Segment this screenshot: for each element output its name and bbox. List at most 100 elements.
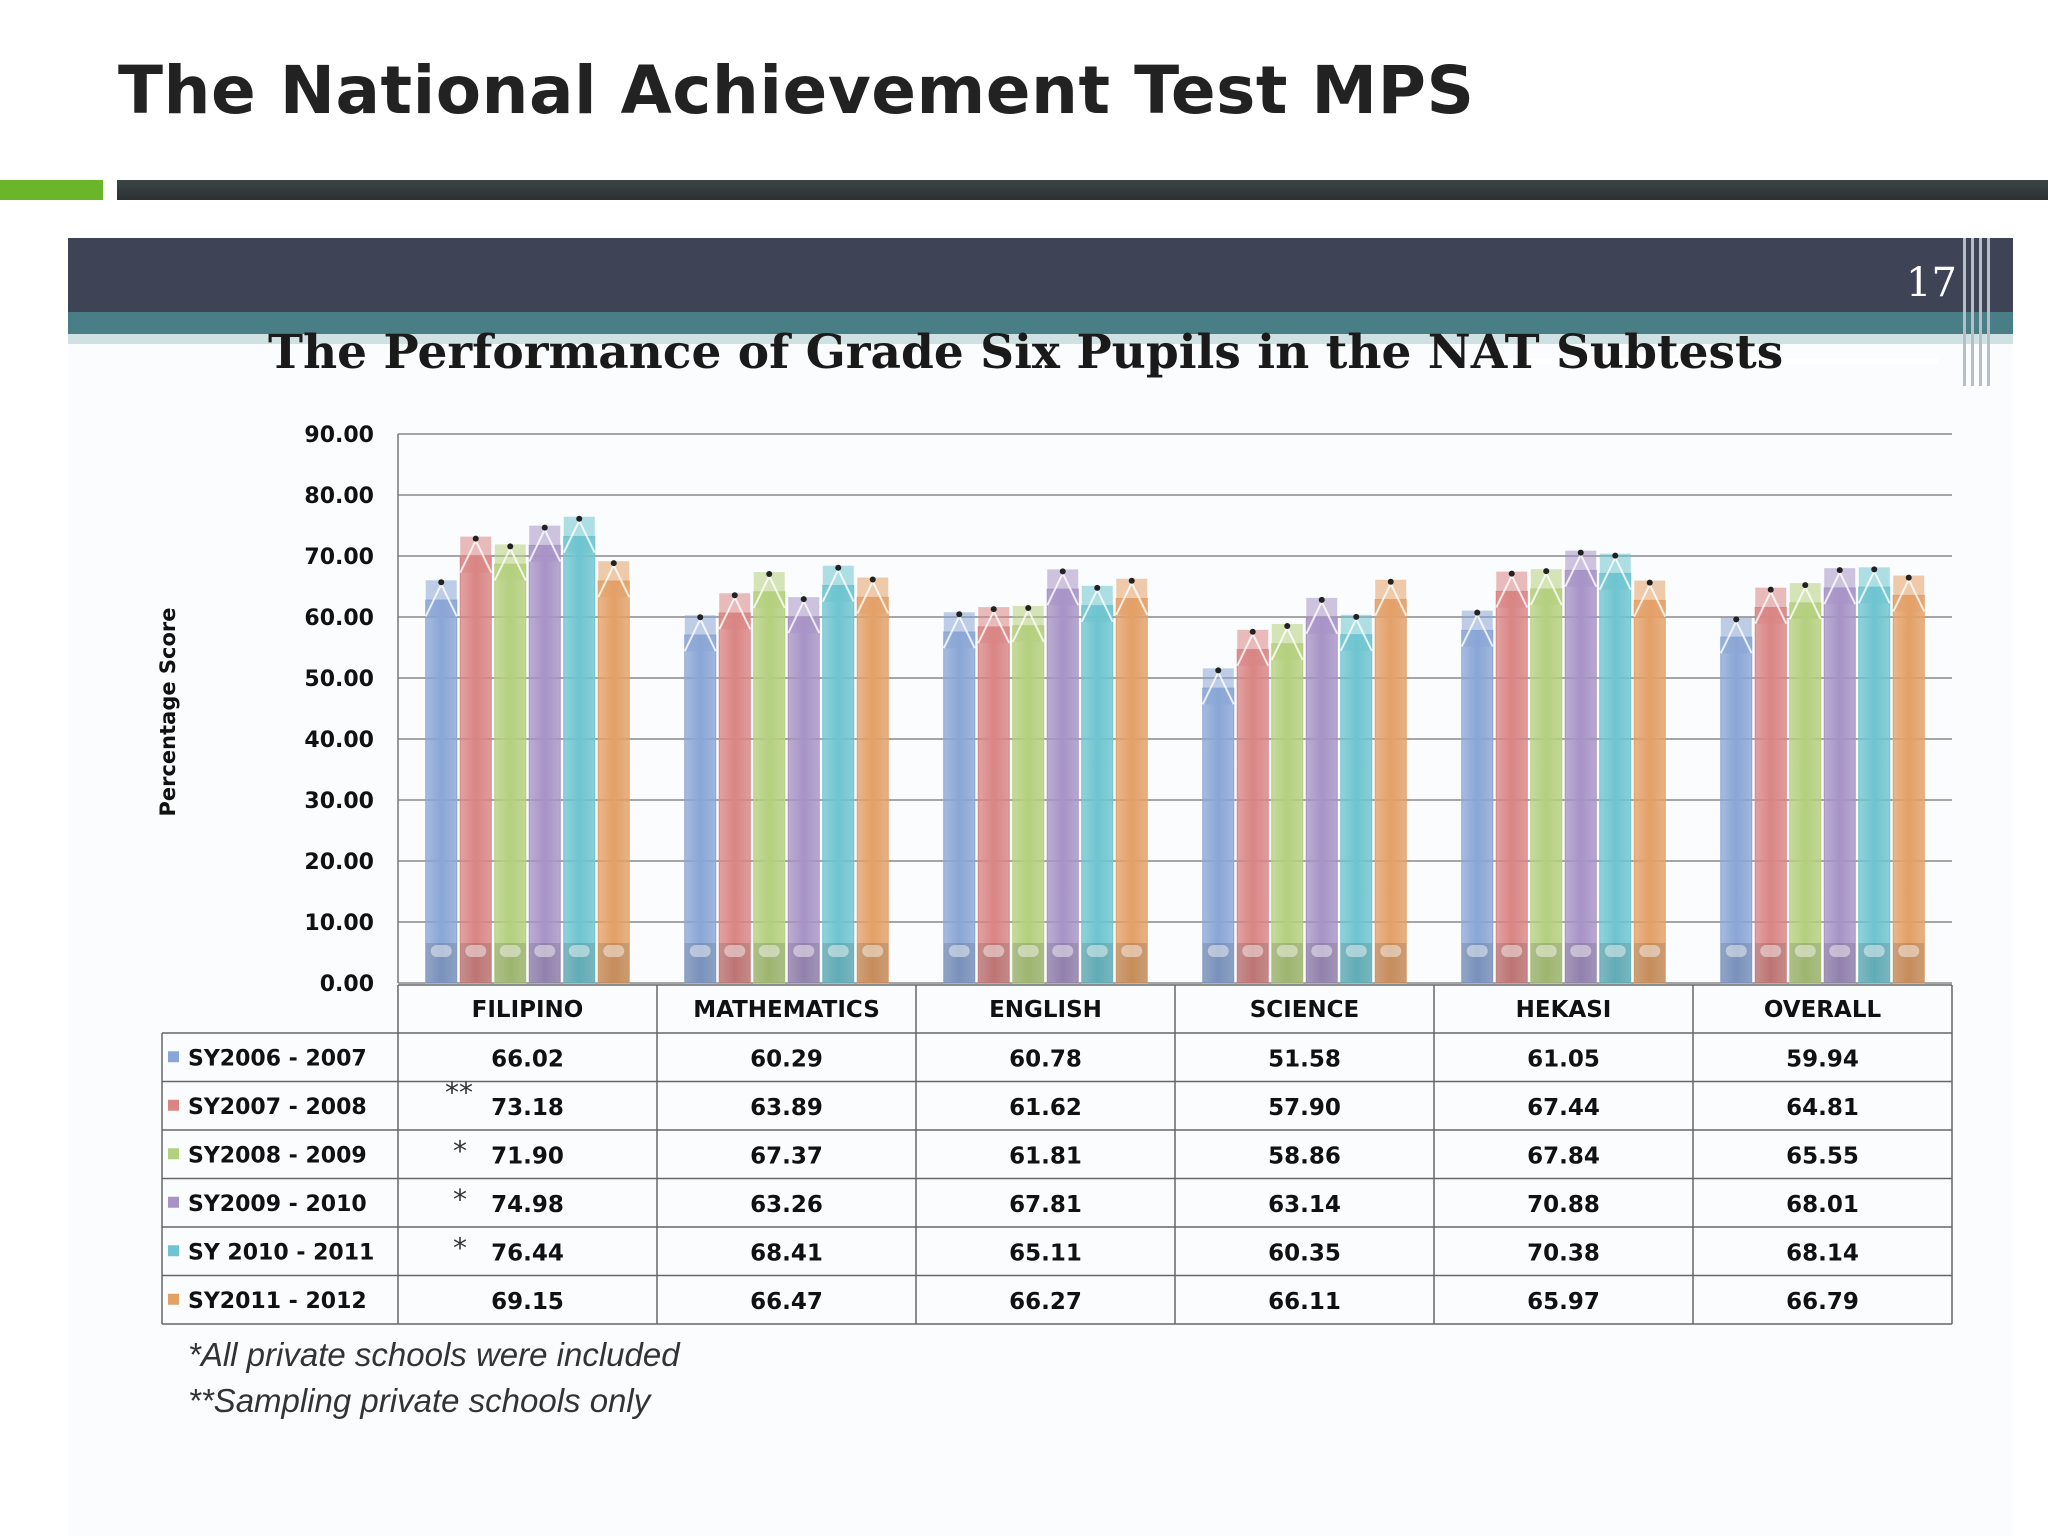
embedded-light-band bbox=[68, 334, 2013, 344]
bar-base-highlight bbox=[1863, 945, 1885, 957]
bar-tip bbox=[1612, 552, 1619, 559]
bar bbox=[1823, 567, 1857, 984]
bar-base-highlight bbox=[1380, 945, 1402, 957]
bar-base-highlight bbox=[1121, 945, 1143, 957]
y-tick-label: 70.00 bbox=[304, 545, 374, 570]
bar-base-highlight bbox=[827, 945, 849, 957]
bar-body bbox=[1115, 598, 1148, 984]
bar-base bbox=[1047, 943, 1079, 983]
y-tick-label: 60.00 bbox=[304, 606, 374, 631]
bar-base-highlight bbox=[1086, 945, 1108, 957]
bar-base-highlight bbox=[948, 945, 970, 957]
bar-base bbox=[788, 943, 820, 983]
bar bbox=[1080, 584, 1114, 984]
data-label: 69.15 bbox=[491, 1289, 564, 1315]
bar-base bbox=[943, 943, 975, 983]
bar-base bbox=[1340, 943, 1372, 983]
data-label: 65.11 bbox=[1009, 1240, 1082, 1266]
bar-tip bbox=[1836, 567, 1843, 574]
data-label: 73.18 bbox=[491, 1095, 564, 1121]
bar-body bbox=[822, 584, 855, 984]
bar bbox=[1788, 582, 1822, 984]
bar-body bbox=[1202, 687, 1235, 984]
bar-base bbox=[598, 943, 630, 983]
data-label: 63.26 bbox=[750, 1192, 823, 1218]
bar bbox=[752, 571, 786, 984]
bar-tip bbox=[1249, 628, 1256, 635]
bar bbox=[1564, 549, 1598, 984]
bar-tip bbox=[835, 564, 842, 571]
bar-body bbox=[459, 555, 492, 984]
bar-body bbox=[684, 634, 717, 984]
bar-base bbox=[1375, 943, 1407, 983]
bar-tip bbox=[1733, 616, 1740, 623]
bar-base-highlight bbox=[1794, 945, 1816, 957]
bar bbox=[1892, 574, 1926, 984]
data-label: 61.81 bbox=[1009, 1143, 1082, 1169]
bar-base-highlight bbox=[1725, 945, 1747, 957]
legend-swatch bbox=[168, 1148, 179, 1160]
legend-series-name: SY2009 - 2010 bbox=[188, 1192, 367, 1217]
data-label: 60.29 bbox=[750, 1046, 823, 1072]
bar bbox=[787, 596, 821, 984]
bar-body bbox=[1564, 569, 1597, 984]
bar-base-highlight bbox=[862, 945, 884, 957]
bar-body bbox=[1823, 587, 1856, 984]
bar bbox=[1236, 628, 1270, 984]
page-number: 17 bbox=[1906, 260, 1957, 306]
accent-bar-dark bbox=[117, 180, 2048, 200]
x-category-label: MATHEMATICS bbox=[693, 997, 880, 1023]
bar-tip bbox=[1215, 667, 1222, 674]
bar-base bbox=[1237, 943, 1269, 983]
bar-tip bbox=[1353, 613, 1360, 620]
bar-body bbox=[753, 591, 786, 984]
bar-body bbox=[1305, 617, 1338, 984]
data-label: 71.90 bbox=[491, 1143, 564, 1169]
bar bbox=[1374, 578, 1408, 984]
footnote-all-private: *All private schools were included bbox=[188, 1336, 680, 1373]
bar-tip bbox=[1767, 586, 1774, 593]
bar-base bbox=[1858, 943, 1890, 983]
bar-base-highlight bbox=[1466, 945, 1488, 957]
bar-base bbox=[719, 943, 751, 983]
bar-body bbox=[1754, 606, 1787, 984]
bar-base bbox=[1012, 943, 1044, 983]
legend-swatch bbox=[168, 1293, 179, 1305]
data-label: 74.98 bbox=[491, 1192, 564, 1218]
bar bbox=[1305, 596, 1339, 984]
accent-bar-green bbox=[0, 180, 103, 200]
data-label: 68.41 bbox=[750, 1240, 823, 1266]
bar bbox=[1339, 613, 1373, 984]
bar bbox=[718, 592, 752, 984]
bar-base bbox=[822, 943, 854, 983]
legend-series-name: SY2006 - 2007 bbox=[188, 1046, 367, 1071]
data-label: 61.62 bbox=[1009, 1095, 1082, 1121]
y-tick-label: 50.00 bbox=[304, 667, 374, 692]
bar-base bbox=[684, 943, 716, 983]
bar bbox=[683, 614, 717, 984]
legend-swatch bbox=[168, 1051, 179, 1063]
bar bbox=[1201, 667, 1235, 984]
asterisk-mark: * bbox=[453, 1231, 467, 1264]
bar-base-highlight bbox=[1052, 945, 1074, 957]
bar-tip bbox=[1094, 584, 1101, 591]
bar-body bbox=[787, 616, 820, 984]
bar-body bbox=[425, 599, 458, 984]
bar-tip bbox=[507, 543, 514, 550]
bar-base bbox=[1755, 943, 1787, 983]
bar-base bbox=[1271, 943, 1303, 983]
bar-base bbox=[425, 943, 457, 983]
bar bbox=[1719, 616, 1753, 984]
data-label: 60.35 bbox=[1268, 1240, 1341, 1266]
bar bbox=[1460, 609, 1494, 984]
bar-tip bbox=[766, 571, 773, 578]
bar-base bbox=[1202, 943, 1234, 983]
bar-base-highlight bbox=[1639, 945, 1661, 957]
bar-body bbox=[1892, 594, 1925, 984]
bar-base bbox=[1116, 943, 1148, 983]
data-label: 68.01 bbox=[1786, 1192, 1859, 1218]
asterisk-mark: * bbox=[453, 1134, 467, 1167]
bar-body bbox=[563, 536, 596, 984]
bar-tip bbox=[800, 596, 807, 603]
